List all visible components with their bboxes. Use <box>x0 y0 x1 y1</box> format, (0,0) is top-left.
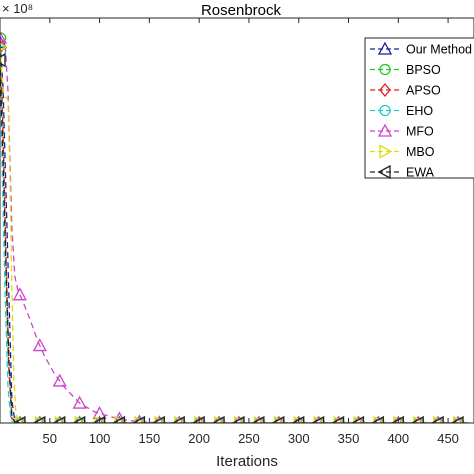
series-point <box>333 415 347 423</box>
series-point <box>52 373 67 387</box>
legend-label: Our Method <box>406 43 472 57</box>
series-point <box>54 415 68 423</box>
series-point <box>373 415 387 423</box>
x-tick-label: 50 <box>43 431 57 446</box>
x-tick-label: 400 <box>387 431 409 446</box>
series-point <box>430 415 444 423</box>
series-point <box>72 395 87 409</box>
series-point <box>211 415 225 423</box>
series-point <box>410 415 424 423</box>
series-point <box>34 415 48 423</box>
series-point <box>151 415 165 423</box>
series-point <box>371 415 385 423</box>
legend-item: MBO <box>370 144 435 159</box>
legend-item: BPSO <box>370 63 441 77</box>
legend-label: MBO <box>406 145 435 159</box>
x-tick-label: 100 <box>89 431 111 446</box>
series-line <box>0 46 468 423</box>
series-point <box>0 30 8 44</box>
series-point <box>393 415 407 423</box>
legend-item: EHO <box>370 104 433 118</box>
series-point <box>194 415 208 423</box>
series-point <box>32 338 47 352</box>
legend-label: APSO <box>406 84 441 98</box>
series-point <box>353 415 367 423</box>
series-point <box>12 287 28 301</box>
legend-label: EWA <box>406 166 435 180</box>
series-point <box>171 415 185 423</box>
series-point <box>34 417 47 423</box>
series-point <box>72 415 86 423</box>
chart-title: Rosenbrock <box>201 2 282 19</box>
series-point <box>293 415 307 423</box>
series-point <box>134 415 148 423</box>
legend-marker <box>379 104 391 117</box>
series-point <box>0 53 6 68</box>
x-tick-label: 150 <box>139 431 161 446</box>
legend-marker <box>377 164 391 180</box>
legend-item: APSO <box>370 82 441 98</box>
legend-marker <box>379 82 391 98</box>
series-point <box>14 415 28 423</box>
x-tick-label: 250 <box>238 431 260 446</box>
series-point <box>450 415 464 423</box>
legend: Our Method BPSO APSO EHO MFO MBO EWA <box>364 37 474 180</box>
series-point <box>0 42 8 52</box>
series-point <box>311 415 325 423</box>
legend-box <box>364 37 474 179</box>
x-tick-label: 450 <box>437 431 459 446</box>
legend-item: MFO <box>370 123 434 139</box>
x-tick-label: 200 <box>188 431 210 446</box>
series-point <box>94 415 108 423</box>
series-point <box>174 415 188 423</box>
series-point <box>433 415 447 423</box>
series-point <box>32 415 46 423</box>
series-point <box>54 417 66 423</box>
plot-frame <box>0 17 474 424</box>
series-mbo <box>0 42 468 423</box>
series-point <box>313 415 327 423</box>
series-point <box>12 415 26 423</box>
x-tick-label: 300 <box>288 431 310 446</box>
series-point <box>413 415 427 423</box>
legend-marker <box>377 41 393 55</box>
series-point <box>452 415 466 423</box>
legend-label: EHO <box>406 104 433 118</box>
series-point <box>154 415 168 423</box>
series-point <box>14 417 27 423</box>
series-point <box>331 415 345 423</box>
series-point <box>132 415 146 423</box>
series-point <box>114 417 126 423</box>
series-point <box>351 415 365 423</box>
series-point <box>112 415 126 423</box>
legend-marker <box>379 144 393 159</box>
series-point <box>74 417 86 423</box>
legend-item: Our Method <box>370 41 472 57</box>
series-line <box>0 60 468 423</box>
series-point <box>231 415 245 423</box>
series-point <box>52 415 66 423</box>
series-point <box>74 415 88 423</box>
series-point <box>251 415 265 423</box>
x-tick-label: 350 <box>338 431 360 446</box>
legend-label: BPSO <box>406 63 441 77</box>
y-exponent-label: × 10⁸ <box>2 1 33 16</box>
series-point <box>233 415 247 423</box>
legend-marker <box>379 63 391 76</box>
legend-item: EWA <box>370 164 435 180</box>
series-point <box>214 415 228 423</box>
x-axis-label: Iterations <box>216 453 278 470</box>
series-point <box>273 415 287 423</box>
series-point <box>253 415 267 423</box>
series-point <box>114 415 128 423</box>
series-point <box>271 415 285 423</box>
legend-label: MFO <box>406 125 434 139</box>
legend-marker <box>377 123 393 137</box>
